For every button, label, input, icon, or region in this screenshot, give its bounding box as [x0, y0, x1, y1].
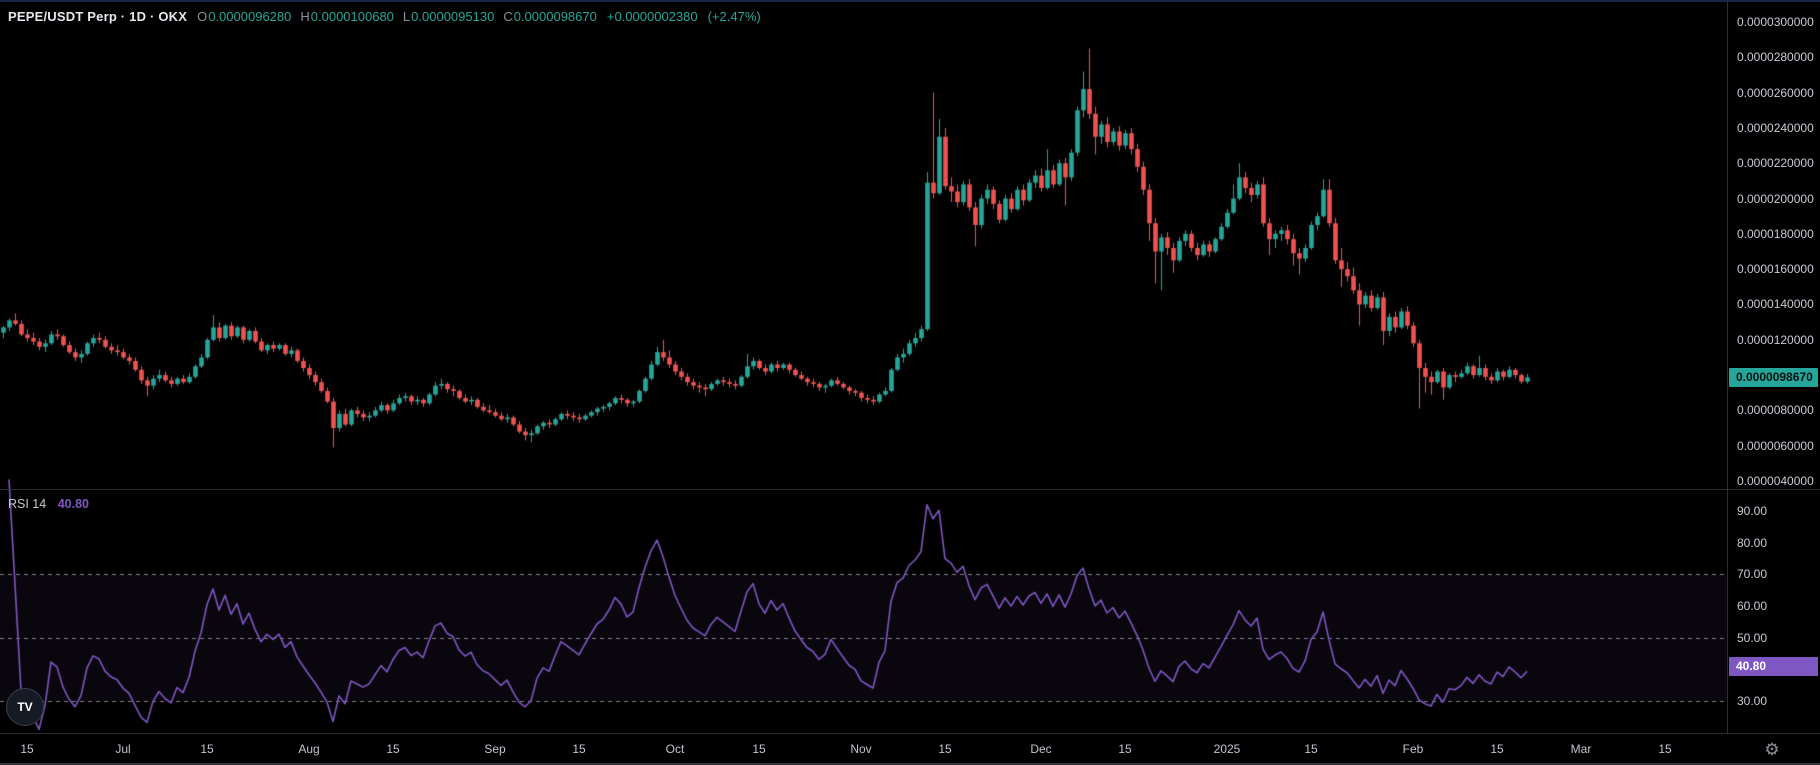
- time-axis-label: Mar: [1570, 742, 1592, 756]
- price-axis[interactable]: 0.0000300000 0.0000280000 0.0000260000 0.00…: [1727, 0, 1820, 733]
- rsi-axis-label: 70.00: [1737, 567, 1768, 582]
- time-axis-settings-gear-icon[interactable]: ⚙: [1764, 740, 1780, 759]
- price-axis-label: 0.0000220000: [1737, 156, 1814, 171]
- time-axis[interactable]: 15 Jul 15 Aug 15 Sep 15 Oct 15 Nov 15 Dec 15 2025 15 Fe…: [0, 733, 1820, 765]
- ohlc-item-h: H0.0000100680: [300, 9, 394, 24]
- ohlc-item-o: O0.0000096280: [197, 9, 292, 24]
- time-axis-label: 15: [386, 742, 400, 756]
- time-axis-label: 15: [1658, 742, 1672, 756]
- ohlc-item-c: C0.0000098670: [503, 9, 597, 24]
- symbol-title[interactable]: PEPE/USDT Perp · 1D · OKX: [8, 9, 188, 24]
- time-axis-label: Nov: [850, 742, 872, 756]
- rsi-axis-label: 60.00: [1737, 598, 1768, 613]
- time-axis-label: 15: [572, 742, 586, 756]
- rsi-value-tag: 40.80: [1729, 657, 1818, 677]
- rsi-indicator-value: 40.80: [57, 497, 89, 511]
- time-axis-label: 15: [752, 742, 766, 756]
- price-axis-label: 0.0000300000: [1737, 15, 1814, 29]
- window-bottom-edge: [0, 763, 1820, 765]
- time-axis-label: 15: [938, 742, 952, 756]
- rsi-axis-label: 30.00: [1737, 694, 1768, 708]
- tradingview-logo[interactable]: TV: [6, 688, 44, 726]
- last-price-tag: 0.0000098670: [1729, 367, 1818, 387]
- time-axis-label: Dec: [1030, 742, 1052, 756]
- change-percent: (+2.47%): [707, 9, 761, 24]
- pane-top-accent: [0, 0, 1820, 2]
- price-axis-label: 0.0000040000: [1737, 474, 1814, 488]
- time-axis-label: Oct: [665, 742, 685, 756]
- time-axis-label: 15: [1304, 742, 1318, 756]
- price-axis-label: 0.0000180000: [1737, 226, 1814, 241]
- rsi-legend[interactable]: RSI 14 40.80: [8, 497, 89, 511]
- price-axis-label: 0.0000060000: [1737, 438, 1814, 453]
- price-axis-label: 0.0000240000: [1737, 120, 1814, 135]
- rsi-axis-label: 90.00: [1737, 503, 1768, 518]
- price-axis-label: 0.0000120000: [1737, 332, 1814, 347]
- change-value: +0.0000002380: [606, 9, 698, 24]
- time-axis-label: 15: [200, 742, 214, 756]
- time-axis-label: Aug: [298, 742, 320, 756]
- rsi-axis-label: 50.00: [1737, 630, 1768, 645]
- main-chart-canvas[interactable]: [0, 0, 1820, 733]
- time-axis-label: Feb: [1402, 742, 1424, 756]
- time-axis-label: Jul: [115, 742, 131, 756]
- ohlc-values: O0.0000096280 H0.0000100680 L0.0000095130 C…: [197, 9, 597, 24]
- price-axis-label: 0.0000280000: [1737, 50, 1814, 65]
- pane-resize-divider[interactable]: [0, 489, 1820, 490]
- time-axis-label: 2025: [1213, 742, 1241, 756]
- symbol-legend[interactable]: PEPE/USDT Perp · 1D · OKX O0.0000096280 H…: [8, 9, 761, 24]
- price-axis-label: 0.0000080000: [1737, 403, 1814, 418]
- ohlc-item-l: L0.0000095130: [402, 9, 495, 24]
- rsi-indicator-name[interactable]: RSI 14: [8, 497, 47, 511]
- time-axis-label: 15: [20, 742, 34, 756]
- price-axis-label: 0.0000260000: [1737, 85, 1814, 100]
- time-axis-label: Sep: [484, 742, 506, 756]
- price-axis-label: 0.0000200000: [1737, 191, 1814, 206]
- time-axis-label: 15: [1490, 742, 1504, 756]
- rsi-axis-label: 80.00: [1737, 535, 1768, 550]
- time-axis-label: 15: [1118, 742, 1132, 756]
- price-axis-label: 0.0000160000: [1737, 262, 1814, 277]
- price-axis-label: 0.0000140000: [1737, 297, 1814, 312]
